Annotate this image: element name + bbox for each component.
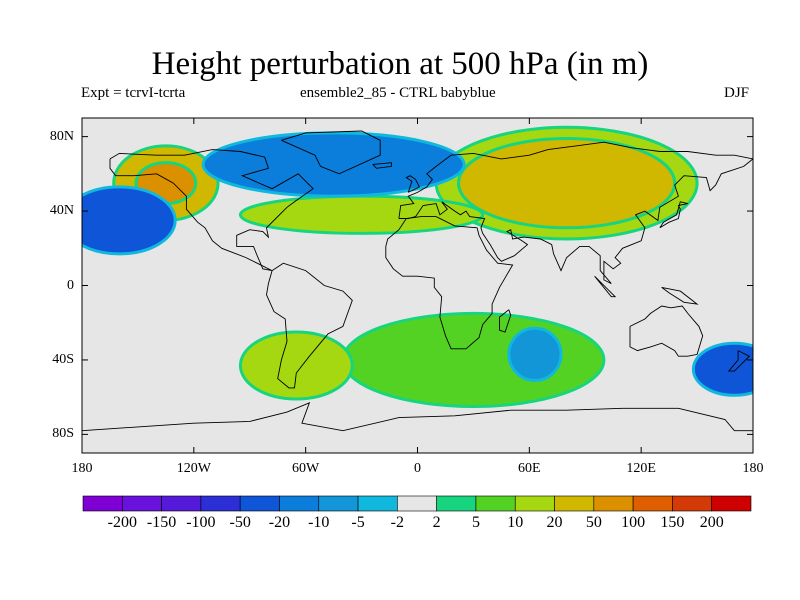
field-region-4 bbox=[457, 136, 677, 230]
field-region-9 bbox=[238, 330, 354, 401]
colorbar-box-2 bbox=[121, 495, 162, 512]
y-tick-label: 80N bbox=[49, 128, 74, 144]
field-region-5 bbox=[238, 194, 485, 235]
colorbar-label: 150 bbox=[660, 514, 685, 531]
coastline-6 bbox=[82, 401, 753, 432]
colorbar-label: -2 bbox=[390, 514, 404, 531]
colorbar-label: -20 bbox=[268, 514, 291, 531]
colorbar-box-1 bbox=[82, 495, 123, 512]
coastline-10 bbox=[661, 286, 699, 305]
field-region-8 bbox=[341, 311, 606, 408]
y-tick-label: 40S bbox=[52, 351, 74, 367]
subtitle-left: Expt = tcrvI-tcrta bbox=[81, 85, 186, 101]
colorbar-box-17 bbox=[711, 495, 752, 512]
chart-title: Height perturbation at 500 hPa (in m) bbox=[151, 46, 649, 82]
colorbar-label: 50 bbox=[585, 514, 602, 531]
colorbar-label: 10 bbox=[507, 514, 524, 531]
colorbar-label: -100 bbox=[186, 514, 216, 531]
colorbar-label: -5 bbox=[351, 514, 365, 531]
x-tick-label: 180 bbox=[742, 461, 764, 476]
coastline-4 bbox=[385, 216, 514, 350]
coastline-2 bbox=[281, 130, 381, 175]
colorbar-label: 100 bbox=[621, 514, 646, 531]
x-tick-label: 180 bbox=[71, 461, 93, 476]
coastlines bbox=[82, 130, 753, 432]
contour-fields bbox=[82, 118, 753, 453]
x-tick-label: 60W bbox=[292, 461, 320, 476]
colorbar-label: -150 bbox=[146, 514, 177, 531]
colorbar-box-4 bbox=[200, 495, 241, 512]
coastline-12 bbox=[727, 350, 751, 372]
coastline-1 bbox=[109, 149, 353, 389]
colorbar-box-6 bbox=[279, 495, 320, 512]
coastline-3 bbox=[398, 141, 753, 285]
y-tick-label: 0 bbox=[67, 277, 74, 293]
field-region-6 bbox=[201, 131, 466, 198]
colorbar-box-13 bbox=[554, 495, 595, 512]
colorbar-box-9 bbox=[397, 495, 437, 512]
coastline-5 bbox=[629, 305, 704, 357]
colorbar-label: 200 bbox=[699, 514, 724, 531]
field-region-7 bbox=[82, 185, 177, 256]
colorbar-label: -10 bbox=[308, 514, 330, 531]
x-tick-label: 120E bbox=[626, 461, 656, 476]
colorbar-label: 20 bbox=[546, 514, 563, 531]
coastline-9 bbox=[594, 275, 617, 298]
colorbar-box-16 bbox=[672, 495, 713, 512]
colorbar-box-5 bbox=[239, 495, 280, 512]
axis-ticks bbox=[81, 118, 754, 453]
field-region-11 bbox=[691, 341, 753, 397]
y-tick-label: 80S bbox=[52, 426, 74, 442]
colorbar bbox=[82, 495, 752, 512]
colorbar-label: -50 bbox=[229, 514, 251, 531]
colorbar-box-8 bbox=[357, 495, 398, 512]
colorbar-label: 5 bbox=[471, 514, 480, 531]
x-tick-label: 0 bbox=[414, 461, 421, 476]
colorbar-box-12 bbox=[514, 495, 555, 512]
coastline-11 bbox=[499, 309, 512, 333]
subtitle-center: ensemble2_85 - CTRL babyblue bbox=[300, 85, 496, 101]
colorbar-label: 2 bbox=[432, 514, 441, 531]
colorbar-box-7 bbox=[318, 495, 359, 512]
colorbar-box-14 bbox=[593, 495, 634, 512]
subtitle-right: DJF bbox=[724, 85, 750, 101]
field-region-10 bbox=[507, 326, 563, 382]
colorbar-label: -200 bbox=[107, 514, 137, 531]
coastline-7 bbox=[405, 175, 421, 193]
x-tick-label: 60E bbox=[518, 461, 541, 476]
colorbar-box-11 bbox=[475, 495, 516, 512]
x-tick-label: 120W bbox=[176, 461, 211, 476]
coastline-13 bbox=[372, 162, 392, 169]
colorbar-box-15 bbox=[632, 495, 673, 512]
y-tick-label: 40N bbox=[49, 203, 74, 219]
colorbar-box-3 bbox=[161, 495, 202, 512]
colorbar-box-10 bbox=[436, 495, 477, 512]
coastline-8 bbox=[659, 201, 688, 229]
